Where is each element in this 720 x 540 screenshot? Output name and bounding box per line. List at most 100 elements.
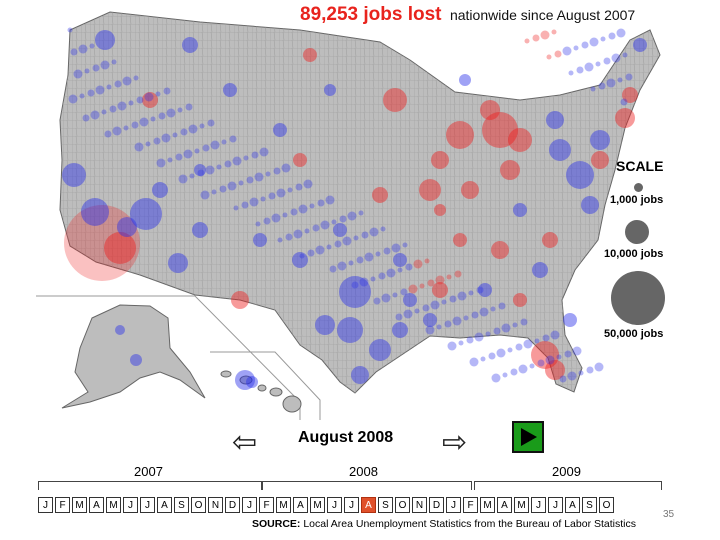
job-gain-bubble — [249, 197, 259, 207]
month-cell[interactable]: F — [259, 497, 274, 513]
month-cell[interactable]: A — [565, 497, 580, 513]
job-gain-bubble — [197, 169, 205, 177]
left-arrow-icon: ⇦ — [232, 426, 258, 459]
job-gain-bubble — [625, 73, 633, 81]
job-gain-bubble — [112, 126, 122, 136]
job-gain-bubble — [337, 261, 347, 271]
job-gain-bubble — [603, 57, 611, 65]
job-gain-bubble — [507, 347, 513, 353]
next-month-button[interactable]: ⇨ — [442, 428, 467, 458]
month-cell[interactable]: J — [446, 497, 461, 513]
month-cell[interactable]: A — [293, 497, 308, 513]
previous-month-button[interactable]: ⇦ — [232, 428, 257, 458]
job-gain-bubble — [90, 110, 100, 120]
job-gain-bubble — [488, 352, 496, 360]
job-gain-bubble — [183, 149, 193, 159]
month-cell[interactable]: M — [72, 497, 87, 513]
job-gain-bubble — [156, 158, 166, 168]
job-gain-bubble — [566, 161, 594, 189]
month-cell[interactable]: N — [208, 497, 223, 513]
month-cell[interactable]: S — [582, 497, 597, 513]
job-gain-bubble — [161, 133, 171, 143]
job-gain-bubble — [563, 313, 577, 327]
job-gain-bubble — [391, 243, 401, 253]
month-cell[interactable]: D — [429, 497, 444, 513]
month-cell[interactable]: J — [242, 497, 257, 513]
job-gain-bubble — [373, 297, 381, 305]
month-cell[interactable]: J — [38, 497, 53, 513]
job-gain-bubble — [246, 176, 254, 184]
month-cell[interactable]: M — [310, 497, 325, 513]
job-gain-bubble — [594, 362, 604, 372]
month-cell[interactable]: O — [395, 497, 410, 513]
job-gain-bubble — [189, 173, 195, 179]
job-gain-bubble — [312, 224, 320, 232]
month-cell[interactable]: S — [174, 497, 189, 513]
job-gain-bubble — [380, 226, 386, 232]
job-gain-bubble — [616, 28, 626, 38]
job-gain-bubble — [277, 237, 283, 243]
job-gain-bubble — [207, 119, 215, 127]
month-cell[interactable]: F — [463, 497, 478, 513]
month-cell[interactable]: J — [327, 497, 342, 513]
month-cell[interactable]: F — [55, 497, 70, 513]
job-loss-bubble — [104, 232, 136, 264]
job-gain-bubble — [89, 43, 95, 49]
job-gain-bubble — [402, 242, 408, 248]
play-button[interactable] — [512, 421, 544, 453]
month-cell[interactable]: A — [157, 497, 172, 513]
job-gain-bubble — [309, 203, 315, 209]
month-cell[interactable]: J — [548, 497, 563, 513]
job-loss-bubble — [431, 151, 449, 169]
year-bracket — [262, 481, 472, 490]
month-cell[interactable]: S — [378, 497, 393, 513]
job-loss-bubble — [293, 153, 307, 167]
headline-subtext: nationwide since August 2007 — [449, 7, 636, 23]
month-cell[interactable]: J — [531, 497, 546, 513]
month-cell[interactable]: J — [140, 497, 155, 513]
month-cell[interactable]: A — [361, 497, 376, 513]
job-loss-bubble — [372, 187, 388, 203]
job-gain-bubble — [167, 157, 173, 163]
month-cell[interactable]: M — [480, 497, 495, 513]
month-cell[interactable]: J — [123, 497, 138, 513]
job-gain-bubble — [175, 153, 183, 161]
job-gain-bubble — [502, 372, 508, 378]
job-loss-bubble — [446, 121, 474, 149]
current-month: August 2008 — [298, 429, 394, 446]
month-cell[interactable]: N — [412, 497, 427, 513]
job-gain-bubble — [73, 69, 83, 79]
month-cell[interactable]: M — [514, 497, 529, 513]
month-cell[interactable]: O — [191, 497, 206, 513]
job-gain-bubble — [163, 87, 171, 95]
month-cell[interactable]: O — [599, 497, 614, 513]
county-lines — [60, 12, 660, 393]
job-gain-bubble — [559, 375, 567, 383]
job-gain-bubble — [515, 343, 523, 351]
month-cell[interactable]: J — [344, 497, 359, 513]
month-cell[interactable]: A — [497, 497, 512, 513]
job-gain-bubble — [581, 196, 599, 214]
jobs-lost-total: 89,253 jobs lost — [300, 4, 442, 25]
job-gain-bubble — [351, 281, 359, 289]
job-gain-bubble — [224, 160, 232, 168]
month-cell[interactable]: M — [276, 497, 291, 513]
job-gain-bubble — [299, 253, 305, 259]
job-loss-bubble — [413, 259, 423, 269]
job-loss-bubble — [454, 270, 462, 278]
job-gain-bubble — [253, 233, 267, 247]
job-gain-bubble — [586, 366, 594, 374]
job-loss-bubble — [551, 29, 557, 35]
month-cell[interactable]: A — [89, 497, 104, 513]
job-gain-bubble — [549, 139, 571, 161]
job-gain-bubble — [476, 286, 484, 294]
job-gain-bubble — [329, 265, 337, 273]
job-loss-bubble — [303, 48, 317, 62]
month-cell[interactable]: D — [225, 497, 240, 513]
job-loss-bubble — [446, 274, 452, 280]
job-gain-bubble — [546, 111, 564, 129]
month-cell[interactable]: M — [106, 497, 121, 513]
job-gain-bubble — [334, 240, 342, 248]
job-gain-bubble — [550, 330, 560, 340]
source-text: Local Area Unemployment Statistics from … — [303, 518, 637, 530]
